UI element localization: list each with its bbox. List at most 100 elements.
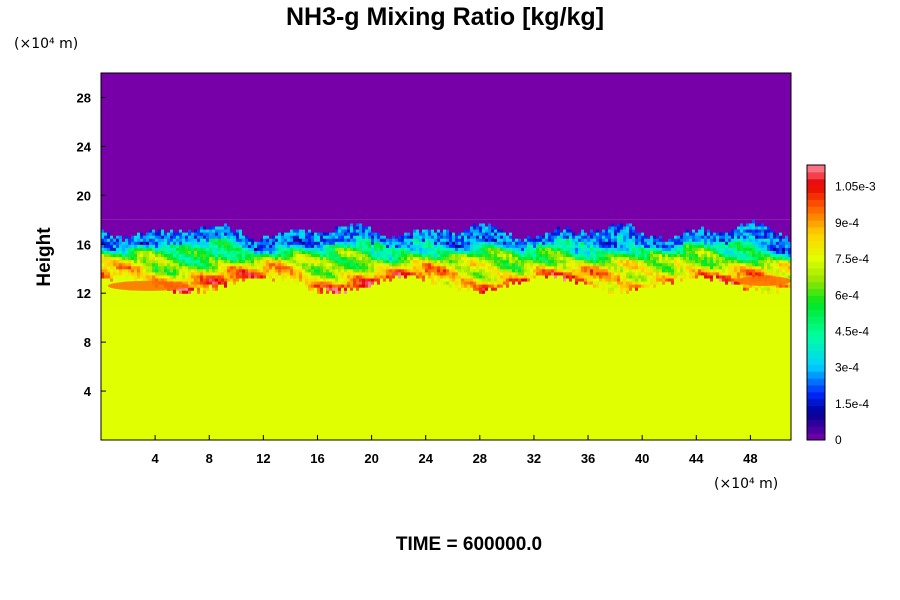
mixed-layer-cell [356, 287, 360, 291]
mixed-layer-cell [254, 247, 258, 251]
mixed-layer-cell [440, 280, 444, 285]
mixed-layer-cell [425, 241, 429, 245]
mixed-layer-cell [128, 250, 132, 255]
mixed-layer-cell [563, 235, 567, 239]
mixed-layer-cell [506, 287, 510, 291]
mixed-layer-cell [101, 262, 105, 267]
mixed-layer-cell [464, 277, 468, 282]
mixed-layer-cell [113, 241, 117, 245]
mixed-layer-cell [455, 302, 459, 307]
mixed-layer-cell [128, 302, 132, 307]
mixed-layer-cell [290, 228, 294, 233]
mixed-layer-cell [446, 265, 450, 270]
mixed-layer-cell [284, 225, 288, 230]
mixed-layer-cell [332, 299, 336, 303]
mixed-layer-cell [587, 235, 591, 239]
mixed-layer-cell [239, 274, 243, 279]
mixed-layer-cell [410, 238, 414, 242]
mixed-layer-cell [257, 277, 261, 282]
mixed-layer-cell [410, 228, 414, 233]
mixed-layer-cell [569, 232, 573, 236]
mixed-layer-cell [377, 265, 381, 270]
mixed-layer-cell [221, 277, 225, 282]
mixed-layer-cell [332, 262, 336, 267]
mixed-layer-cell [104, 222, 108, 227]
mixed-layer-cell [134, 232, 138, 236]
mixed-layer-cell [296, 284, 300, 288]
mixed-layer-cell [467, 225, 471, 230]
mixed-layer-cell [266, 219, 270, 224]
mixed-layer-cell [383, 228, 387, 233]
mixed-layer-cell [305, 287, 309, 291]
mixed-layer-cell [176, 253, 180, 258]
mixed-layer-cell [581, 277, 585, 282]
mixed-layer-cell [518, 232, 522, 236]
mixed-layer-cell [182, 235, 186, 239]
mixed-layer-cell [218, 232, 222, 236]
mixed-layer-cell [200, 302, 204, 307]
mixed-layer-cell [359, 219, 363, 224]
mixed-layer-cell [299, 219, 303, 224]
mixed-layer-cell [272, 290, 276, 294]
mixed-layer-cell [200, 277, 204, 282]
mixed-layer-cell [173, 256, 177, 261]
mixed-layer-cell [446, 287, 450, 291]
mixed-layer-cell [293, 235, 297, 239]
mixed-layer-cell [542, 259, 546, 264]
mixed-layer-cell [266, 232, 270, 236]
mixed-layer-cell [428, 225, 432, 230]
mixed-layer-cell [269, 277, 273, 282]
mixed-layer-cell [446, 256, 450, 261]
mixed-layer-cell [425, 238, 429, 242]
mixed-layer-cell [512, 256, 516, 261]
mixed-layer-cell [170, 302, 174, 307]
mixed-layer-cell [503, 259, 507, 264]
mixed-layer-cell [185, 232, 189, 236]
mixed-layer-cell [356, 290, 360, 294]
mixed-layer-cell [176, 228, 180, 233]
mixed-layer-cell [101, 225, 105, 230]
mixed-layer-cell [485, 225, 489, 230]
mixed-layer-cell [326, 277, 330, 282]
mixed-layer-cell [533, 290, 537, 294]
mixed-layer-cell [488, 284, 492, 288]
mixed-layer-cell [317, 219, 321, 224]
mixed-layer-cell [620, 268, 624, 273]
mixed-layer-cell [383, 241, 387, 245]
mixed-layer-cell [533, 293, 537, 297]
mixed-layer-cell [509, 235, 513, 239]
mixed-layer-cell [434, 296, 438, 300]
mixed-layer-cell [182, 247, 186, 251]
mixed-layer-cell [446, 235, 450, 239]
mixed-layer-cell [491, 219, 495, 224]
mixed-layer-cell [173, 225, 177, 230]
mixed-layer-cell [245, 228, 249, 233]
mixed-layer-cell [242, 287, 246, 291]
mixed-layer-cell [584, 232, 588, 236]
mixed-layer-cell [581, 241, 585, 245]
mixed-layer-cell [290, 238, 294, 242]
mixed-layer-cell [413, 222, 417, 227]
mixed-layer-cell [356, 219, 360, 224]
mixed-layer-cell [413, 277, 417, 282]
mixed-layer-cell [257, 290, 261, 294]
mixed-layer-cell [380, 268, 384, 273]
mixed-layer-cell [251, 259, 255, 264]
mixed-layer-cell [353, 241, 357, 245]
mixed-layer-cell [287, 274, 291, 279]
mixed-layer-cell [296, 241, 300, 245]
mixed-layer-cell [452, 256, 456, 261]
mixed-layer-cell [284, 280, 288, 285]
mixed-layer-cell [515, 247, 519, 251]
mixed-layer-cell [443, 299, 447, 303]
mixed-layer-cell [101, 293, 105, 297]
mixed-layer-cell [209, 247, 213, 251]
mixed-layer-cell [593, 232, 597, 236]
mixed-layer-cell [440, 250, 444, 255]
mixed-layer-cell [206, 219, 210, 224]
mixed-layer-cell [107, 277, 111, 282]
mixed-layer-cell [377, 284, 381, 288]
mixed-layer-cell [485, 265, 489, 270]
mixed-layer-cell [209, 241, 213, 245]
mixed-layer-cell [569, 219, 573, 224]
